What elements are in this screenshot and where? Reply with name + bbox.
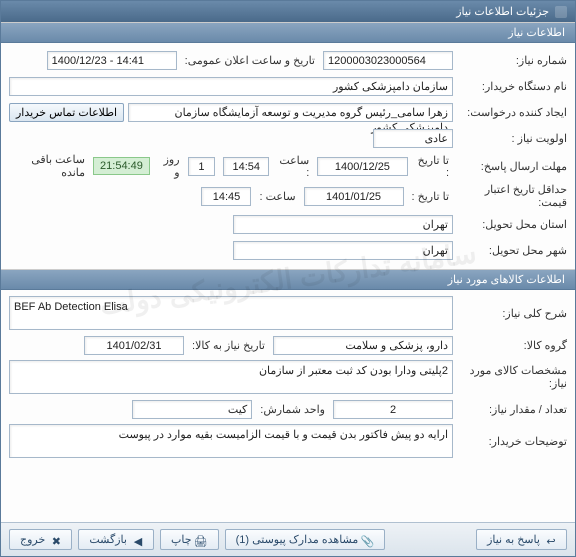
unit-label: واحد شمارش: (256, 403, 329, 416)
attachments-button-label: مشاهده مدارک پیوستی (1) (236, 534, 359, 546)
spec-field: 2پلیتی ودارا بودن کد ثبت معتبر از سازمان (9, 360, 453, 394)
footer-toolbar: ↩ پاسخ به نیاز 📎 مشاهده مدارک پیوستی (1)… (1, 522, 575, 556)
buyer-org-label: نام دستگاه خریدار: (457, 80, 567, 93)
respond-button-label: پاسخ به نیاز (487, 534, 540, 546)
hours-remaining-label: ساعت باقی مانده (9, 153, 89, 179)
validity-date-field: 1401/01/25 (304, 187, 404, 206)
back-button-label: بازگشت (89, 534, 127, 546)
deadline-time-label: ساعت : (273, 154, 313, 179)
province-field: تهران (233, 215, 453, 234)
buyer-note-label: توضیحات خریدار: (457, 435, 567, 448)
exit-button-label: خروج (20, 534, 45, 546)
validity-time-label: ساعت : (255, 190, 299, 203)
buyer-contact-button[interactable]: اطلاعات تماس خریدار (9, 103, 124, 122)
respond-button[interactable]: ↩ پاسخ به نیاز (476, 529, 567, 550)
exit-icon: ✖ (51, 535, 61, 545)
section-goods-header: اطلاعات کالاهای مورد نیاز (1, 269, 575, 290)
desc-field: BEF Ab Detection Elisa (9, 296, 453, 330)
announce-datetime-field: 1400/12/23 - 14:41 (47, 51, 177, 70)
priority-label: اولویت نیاز : (457, 132, 567, 145)
need-number-field: 1200003023000564 (323, 51, 453, 70)
qty-field: 2 (333, 400, 453, 419)
until-date-label: تا تاریخ : (412, 154, 453, 179)
countdown-timer: 21:54:49 (93, 157, 150, 175)
need-number-label: شماره نیاز: (457, 54, 567, 67)
creator-field: زهرا سامی_رئیس گروه مدیریت و توسعه آزمای… (128, 103, 453, 122)
validity-until-label: تا تاریخ : (408, 190, 453, 203)
city-field: تهران (233, 241, 453, 260)
titlebar: جزئیات اطلاعات نیاز (1, 1, 575, 22)
buyer-org-field: سازمان دامپزشکی کشور (9, 77, 453, 96)
window-title: جزئیات اطلاعات نیاز (456, 5, 549, 18)
window-icon (555, 6, 567, 18)
buyer-note-field: ارایه دو پیش فاکتور بدن قیمت و با قیمت ا… (9, 424, 453, 458)
group-field: دارو، پزشکی و سلامت (273, 336, 453, 355)
validity-label: حداقل تاریخ اعتبار قیمت: (457, 183, 567, 209)
deadline-date-field: 1400/12/25 (317, 157, 407, 176)
unit-field: کیت (132, 400, 252, 419)
qty-label: تعداد / مقدار نیاز: (457, 403, 567, 416)
spec-label: مشخصات کالای مورد نیاز: (457, 364, 567, 390)
creator-label: ایجاد کننده درخواست: (457, 106, 567, 119)
back-icon: ◀ (133, 535, 143, 545)
priority-field: عادی (373, 129, 453, 148)
need-info-form: شماره نیاز: 1200003023000564 تاریخ و ساع… (1, 43, 575, 269)
print-icon: 🖨 (198, 535, 208, 545)
need-date-label: تاریخ نیاز به کالا: (188, 339, 269, 352)
goods-form: شرح کلی نیاز: BEF Ab Detection Elisa گرو… (1, 290, 575, 522)
print-button[interactable]: 🖨 چاپ (160, 529, 219, 550)
validity-time-field: 14:45 (201, 187, 251, 206)
exit-button[interactable]: ✖ خروج (9, 529, 72, 550)
need-date-field: 1401/02/31 (84, 336, 184, 355)
group-label: گروه کالا: (457, 339, 567, 352)
dialog-window: جزئیات اطلاعات نیاز اطلاعات نیاز شماره ن… (0, 0, 576, 557)
announce-datetime-label: تاریخ و ساعت اعلان عمومی: (181, 54, 319, 67)
deadline-time-field: 14:54 (223, 157, 269, 176)
city-label: شهر محل تحویل: (457, 244, 567, 257)
desc-label: شرح کلی نیاز: (457, 307, 567, 320)
attachment-icon: 📎 (364, 535, 374, 545)
days-remaining-field: 1 (188, 157, 216, 176)
province-label: استان محل تحویل: (457, 218, 567, 231)
attachments-button[interactable]: 📎 مشاهده مدارک پیوستی (1) (225, 529, 386, 550)
days-and-label: روز و (154, 153, 184, 179)
reply-icon: ↩ (546, 535, 556, 545)
back-button[interactable]: ◀ بازگشت (78, 529, 154, 550)
deadline-label: مهلت ارسال پاسخ: (457, 160, 567, 173)
print-button-label: چاپ (171, 534, 192, 546)
section-need-info-header: اطلاعات نیاز (1, 22, 575, 43)
